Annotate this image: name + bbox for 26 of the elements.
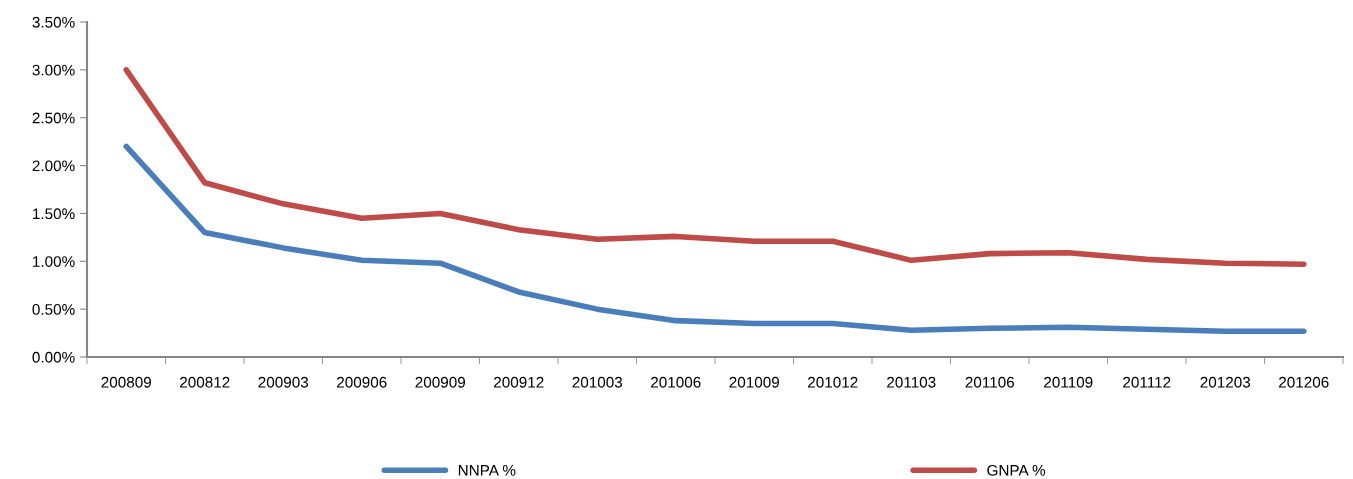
x-tick-label: 200906: [337, 376, 387, 388]
x-tick-label: 201206: [1279, 376, 1329, 388]
y-tick-label: 0.50%: [32, 304, 75, 315]
x-tick-label: 200903: [258, 376, 309, 388]
x-tick-label: 200909: [415, 376, 466, 388]
y-tick-label: 1.00%: [33, 256, 75, 267]
x-tick-label: 201203: [1200, 376, 1251, 388]
y-tick-label: 1.50%: [33, 208, 75, 220]
y-tick-label: 2.50%: [32, 112, 75, 124]
x-tick-label: 200912: [494, 376, 544, 388]
x-tick-label: 201112: [1123, 376, 1171, 388]
y-tick-label: 0.00%: [32, 351, 75, 363]
legend-label: NNPA %: [458, 465, 516, 476]
x-tick-label: 201006: [651, 376, 701, 388]
x-tick-label: 200809: [101, 376, 152, 388]
y-tick-label: 3.00%: [32, 64, 75, 76]
y-tick-label: 2.00%: [32, 160, 75, 172]
x-tick-label: 201103: [887, 376, 936, 388]
x-tick-label: 200812: [180, 376, 230, 388]
legend-label: GNPA %: [987, 464, 1046, 476]
x-tick-label: 201012: [808, 376, 858, 388]
x-tick-label: 201003: [572, 376, 623, 388]
x-tick-label: 201109: [1044, 376, 1093, 388]
x-tick-label: 201106: [965, 376, 1015, 388]
x-tick-label: 201009: [729, 376, 780, 388]
y-tick-label: 3.50%: [32, 16, 75, 28]
